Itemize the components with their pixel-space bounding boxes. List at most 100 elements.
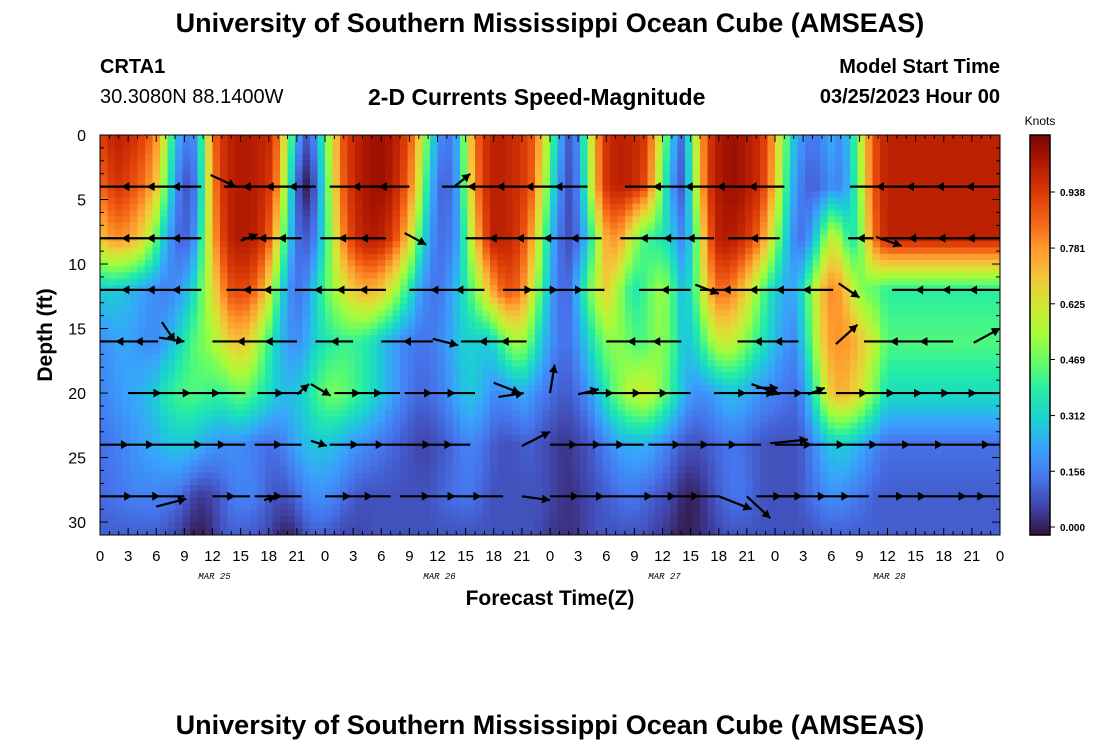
heatmap-cell: [970, 147, 979, 155]
heatmap-cell: [145, 366, 154, 374]
heatmap-cell: [662, 341, 671, 349]
heatmap-cell: [542, 172, 551, 180]
heatmap-cell: [475, 297, 484, 305]
heatmap-cell: [242, 178, 251, 186]
heatmap-cell: [340, 241, 349, 249]
heatmap-cell: [805, 303, 814, 311]
heatmap-cell: [700, 178, 709, 186]
heatmap-cell: [325, 197, 334, 205]
heatmap-cell: [730, 228, 739, 236]
heatmap-cell: [685, 297, 694, 305]
heatmap-cell: [445, 185, 454, 192]
heatmap-cell: [385, 360, 394, 367]
heatmap-cell: [422, 335, 431, 342]
heatmap-cell: [220, 378, 229, 386]
heatmap-cell: [880, 272, 889, 280]
heatmap-cell: [407, 260, 416, 267]
heatmap-cell: [655, 266, 664, 274]
heatmap-cell: [325, 285, 334, 292]
heatmap-cell: [100, 297, 109, 305]
heatmap-cell: [925, 360, 934, 367]
heatmap-cell: [467, 216, 476, 224]
heatmap-cell: [407, 372, 416, 380]
heatmap-cell: [197, 235, 206, 242]
heatmap-cell: [962, 328, 971, 336]
heatmap-cell: [917, 160, 926, 167]
heatmap-cell: [280, 291, 289, 299]
heatmap-cell: [370, 147, 379, 155]
heatmap-cell: [122, 378, 131, 386]
heatmap-cell: [100, 160, 109, 167]
heatmap-cell: [160, 360, 169, 367]
heatmap-cell: [317, 247, 326, 255]
heatmap-cell: [722, 247, 731, 255]
heatmap-cell: [910, 303, 919, 311]
heatmap-cell: [190, 260, 199, 267]
heatmap-cell: [400, 353, 409, 361]
heatmap-cell: [175, 297, 184, 305]
heatmap-cell: [940, 210, 949, 217]
heatmap-cell: [557, 335, 566, 342]
heatmap-cell: [707, 135, 716, 142]
heatmap-cell: [760, 210, 769, 217]
heatmap-cell: [880, 285, 889, 292]
heatmap-cell: [535, 260, 544, 267]
heatmap-cell: [182, 153, 191, 161]
heatmap-cell: [940, 341, 949, 349]
heatmap-cell: [917, 135, 926, 142]
heatmap-cell: [797, 378, 806, 386]
heatmap-cell: [272, 316, 281, 324]
heatmap-cell: [242, 260, 251, 267]
heatmap-cell: [512, 210, 521, 217]
heatmap-cell: [257, 322, 266, 330]
heatmap-cell: [145, 353, 154, 361]
heatmap-cell: [985, 366, 994, 374]
heatmap-cell: [355, 341, 364, 349]
heatmap-cell: [130, 310, 139, 317]
heatmap-cell: [160, 241, 169, 249]
heatmap-cell: [212, 316, 221, 324]
heatmap-cell: [722, 197, 731, 205]
heatmap-cell: [377, 372, 386, 380]
heatmap-cell: [475, 266, 484, 274]
heatmap-cell: [752, 291, 761, 299]
heatmap-cell: [872, 372, 881, 380]
heatmap-cell: [220, 285, 229, 292]
heatmap-cell: [790, 322, 799, 330]
heatmap-cell: [407, 266, 416, 274]
chart-subtitle: 2-D Currents Speed-Magnitude: [368, 84, 706, 110]
heatmap-cell: [280, 372, 289, 380]
heatmap-cell: [745, 166, 754, 174]
heatmap-cell: [520, 310, 529, 317]
heatmap-cell: [527, 178, 536, 186]
heatmap-cell: [767, 141, 776, 149]
heatmap-cell: [572, 178, 581, 186]
heatmap-cell: [670, 341, 679, 349]
heatmap-cell: [985, 216, 994, 224]
heatmap-cell: [197, 328, 206, 336]
heatmap-cell: [160, 153, 169, 161]
heatmap-cell: [535, 385, 544, 392]
heatmap-cell: [707, 260, 716, 267]
heatmap-cell: [820, 185, 829, 192]
heatmap-cell: [692, 366, 701, 374]
heatmap-cell: [332, 141, 341, 149]
heatmap-cell: [827, 266, 836, 274]
heatmap-cell: [332, 135, 341, 142]
heatmap-cell: [722, 191, 731, 199]
heatmap-cell: [107, 385, 116, 392]
heatmap-cell: [722, 172, 731, 180]
heatmap-cell: [595, 328, 604, 336]
heatmap-cell: [242, 316, 251, 324]
heatmap-cell: [805, 366, 814, 374]
heatmap-cell: [122, 322, 131, 330]
heatmap-cell: [880, 360, 889, 367]
heatmap-cell: [625, 372, 634, 380]
heatmap-cell: [467, 385, 476, 392]
heatmap-cell: [677, 266, 686, 274]
heatmap-cell: [527, 241, 536, 249]
heatmap-cell: [490, 297, 499, 305]
heatmap-cell: [280, 266, 289, 274]
heatmap-cell: [512, 378, 521, 386]
heatmap-cell: [287, 228, 296, 236]
